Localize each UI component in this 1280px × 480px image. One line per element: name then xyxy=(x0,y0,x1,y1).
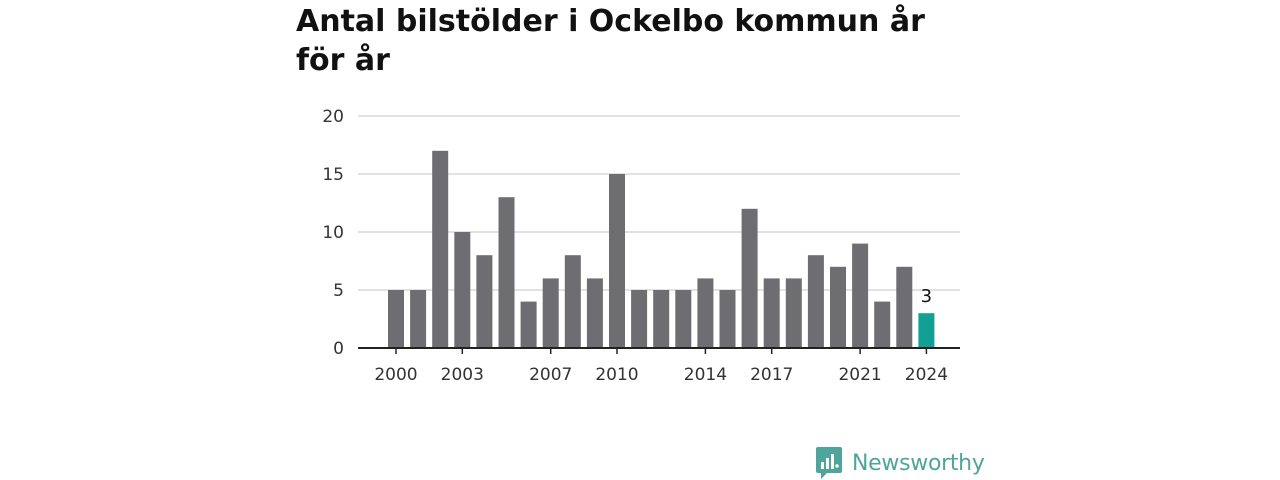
bar-2009 xyxy=(586,278,603,348)
bar-2001 xyxy=(410,290,427,348)
bar-2008 xyxy=(564,255,581,348)
brand-name: Newsworthy xyxy=(852,450,985,476)
bar-2012 xyxy=(653,290,670,348)
bar-2022 xyxy=(874,301,891,348)
bar-2000 xyxy=(388,290,404,348)
bar-2021 xyxy=(852,243,869,348)
x-tick-label: 2010 xyxy=(595,365,638,385)
x-tick-label: 2003 xyxy=(441,365,484,385)
bar-2003 xyxy=(454,232,471,348)
x-axis-labels: 2000 2003 2007 2010 2014 2017 2021 2024 xyxy=(374,348,948,385)
y-tick-label: 15 xyxy=(322,165,344,185)
bar-2006 xyxy=(520,301,537,348)
bar-chart: 0 5 10 15 20 2000 2003 2007 2010 2014 2017 2021 202… xyxy=(322,107,960,385)
y-axis-labels: 0 5 10 15 20 xyxy=(322,107,344,359)
bar-2007 xyxy=(542,278,559,348)
bar-2011 xyxy=(631,290,648,348)
highlight-value-label: 3 xyxy=(921,286,932,307)
y-tick-label: 0 xyxy=(333,339,344,359)
bar-2005 xyxy=(498,197,515,348)
bar-2015 xyxy=(719,290,736,348)
annotations: 3 xyxy=(921,286,932,307)
x-tick-label: 2000 xyxy=(374,365,417,385)
bar-2024 xyxy=(918,313,935,348)
bar-2018 xyxy=(785,278,802,348)
x-tick-label: 2021 xyxy=(838,365,881,385)
bar-2010 xyxy=(609,174,625,348)
bar-2019 xyxy=(807,255,824,348)
y-tick-label: 20 xyxy=(322,107,344,127)
bars xyxy=(358,150,960,349)
bar-2016 xyxy=(741,208,758,348)
bar-2023 xyxy=(896,266,913,348)
chart-title: Antal bilstölder i Ockelbo kommun år för… xyxy=(296,4,925,78)
brand-logo: Newsworthy xyxy=(815,446,985,480)
grid-lines xyxy=(358,115,960,291)
bar-2014 xyxy=(697,278,714,348)
newsworthy-logo-icon xyxy=(816,447,842,479)
x-tick-label: 2007 xyxy=(529,365,572,385)
x-tick-label: 2014 xyxy=(684,365,727,385)
x-tick-label: 2024 xyxy=(905,365,948,385)
y-tick-label: 5 xyxy=(333,281,344,301)
bar-2020 xyxy=(830,266,846,348)
x-tick-label: 2017 xyxy=(750,365,793,385)
bar-2002 xyxy=(432,150,449,348)
y-tick-label: 10 xyxy=(322,223,344,243)
bar-2004 xyxy=(476,255,493,348)
bar-2017 xyxy=(763,278,780,348)
bar-2013 xyxy=(675,290,692,348)
